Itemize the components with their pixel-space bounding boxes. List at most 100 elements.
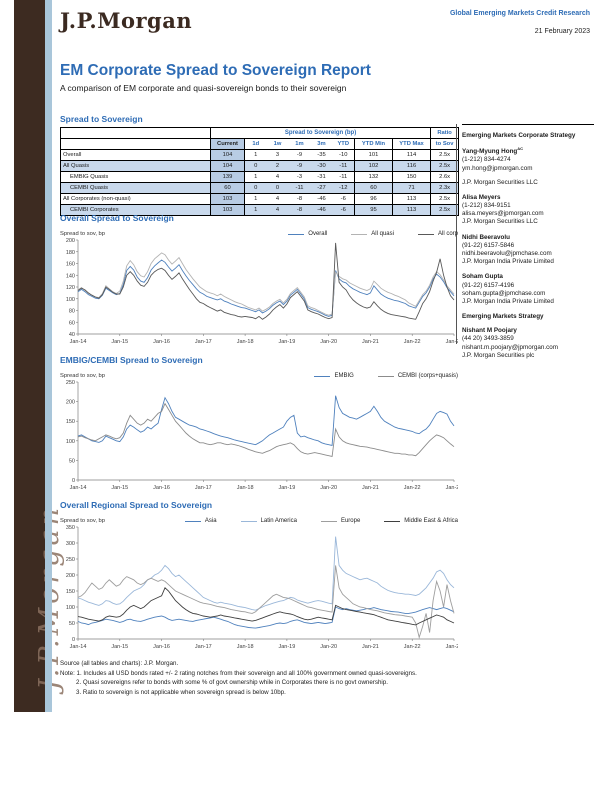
svg-text:Jan-23: Jan-23: [446, 644, 458, 650]
y-axis-label: Spread to sov, bp: [60, 373, 106, 379]
svg-text:Jan-15: Jan-15: [111, 485, 128, 491]
col-header-3m: 3m: [317, 141, 326, 147]
legend-item: Middle East & Africa: [384, 518, 458, 524]
legend-label: CEMBI (corps+quasis): [397, 373, 458, 379]
value-cell: 60: [354, 182, 393, 194]
value-cell: 1: [254, 152, 258, 158]
analyst-email-link[interactable]: alisa.meyers@jpmorgan.com: [462, 210, 544, 218]
brand-stripe: [45, 0, 52, 712]
svg-text:300: 300: [66, 541, 75, 547]
analyst-name: Yang-Myung HongAC: [462, 146, 524, 156]
col-header-1m: 1m: [295, 141, 304, 147]
value-cell: -12: [332, 182, 355, 194]
svg-text:Jan-18: Jan-18: [237, 644, 254, 650]
analyst-email-link[interactable]: ym.hong@jpmorgan.com: [462, 164, 533, 172]
series-line: [77, 565, 455, 640]
analyst-phone: (91-22) 6157-4196: [462, 281, 515, 289]
row-label: CEMBI Quasis: [60, 182, 211, 194]
svg-text:Jan-19: Jan-19: [278, 644, 295, 650]
svg-text:140: 140: [66, 273, 75, 279]
row-label: Overall: [60, 149, 211, 161]
legend-item: Europe: [320, 518, 360, 524]
svg-text:Jan-17: Jan-17: [195, 485, 212, 491]
value-cell: -11: [339, 174, 348, 180]
svg-text:Jan-14: Jan-14: [70, 485, 87, 491]
value-cell: -11: [332, 160, 355, 172]
current-value-cell: 139: [210, 171, 245, 183]
table-row: EMBIG Quasis 139 1 4 -3 -31 -11 132 150 2.6x: [60, 171, 459, 183]
value-cell: 101: [354, 149, 393, 161]
svg-text:150: 150: [66, 589, 75, 595]
chart-legend: Asia Latin America Europe Middle East & Afr…: [184, 518, 458, 524]
svg-text:Jan-14: Jan-14: [70, 339, 87, 345]
series-line: [77, 606, 455, 629]
svg-text:40: 40: [69, 332, 75, 338]
analyst-email-link[interactable]: nishant.m.poojary@jpmorgan.com: [462, 343, 558, 351]
table-row: Overall 104 1 3 -9 -35 -10 101 114 2.5x: [60, 149, 459, 161]
value-cell: 1: [254, 196, 258, 202]
svg-text:50: 50: [69, 458, 75, 464]
col-header-to-sov: to Sov: [430, 138, 459, 150]
value-cell: 0: [244, 182, 267, 194]
current-value-cell: 103: [210, 193, 245, 205]
svg-text:Jan-18: Jan-18: [237, 485, 254, 491]
analyst-contact: Nishant M Poojary (44 20) 3493-3859 nishan…: [462, 327, 594, 360]
ratio-cell: 2.5x: [430, 160, 459, 172]
chart-title: Overall Regional Spread to Sovereign: [60, 500, 213, 510]
table-header-row-1: Spread to Sovereign (bp) Ratio: [60, 127, 459, 139]
analyst-phone: (1-212) 834-9151: [462, 202, 511, 210]
analyst-contact: Soham Gupta (91-22) 6157-4196 soham.gupta@…: [462, 273, 594, 306]
header-right: Global Emerging Markets Credit Research …: [450, 10, 590, 35]
series-line: [77, 259, 455, 317]
sidebar-group-heading: Emerging Markets Strategy: [462, 313, 544, 321]
series-line: [77, 252, 455, 316]
chart-title: EMBIG/CEMBI Spread to Sovereign: [60, 355, 203, 365]
legend-label: All quasi: [371, 231, 394, 237]
series-line: [77, 402, 455, 458]
analyst-email-link[interactable]: nidhi.beeravolu@jpmchase.com: [462, 249, 552, 257]
row-label: All Corporates (non-quasi): [60, 193, 211, 205]
value-cell: 102: [354, 160, 393, 172]
legend-label: Asia: [204, 518, 217, 524]
svg-text:0: 0: [72, 478, 75, 484]
value-cell: -11: [288, 182, 311, 194]
current-value-cell: 104: [210, 149, 245, 161]
col-header-1w: 1w: [273, 141, 282, 147]
analyst-email-link[interactable]: soham.gupta@jpmchase.com: [462, 289, 546, 297]
series-line: [77, 587, 455, 626]
svg-text:120: 120: [66, 285, 75, 291]
value-cell: 2: [266, 160, 289, 172]
value-cell: -35: [317, 152, 326, 158]
svg-text:200: 200: [66, 400, 75, 406]
row-label: EMBIG Quasis: [60, 171, 211, 183]
value-cell: 116: [391, 160, 431, 172]
svg-text:60: 60: [69, 320, 75, 326]
sidebar-group-heading: Emerging Markets Corporate Strategy: [462, 132, 576, 139]
svg-text:Jan-19: Jan-19: [278, 339, 295, 345]
analyst-name: Soham Gupta: [462, 273, 503, 281]
value-cell: -9: [296, 152, 303, 158]
col-header-1d: 1d: [252, 141, 260, 147]
svg-text:160: 160: [66, 262, 75, 268]
svg-text:Jan-14: Jan-14: [70, 644, 87, 650]
legend-swatch: [288, 233, 305, 235]
analyst-firm: J.P. Morgan India Private Limited: [462, 258, 554, 266]
svg-text:Jan-18: Jan-18: [237, 339, 254, 345]
value-cell: 114: [391, 149, 431, 161]
legend-item: All quasi: [351, 231, 394, 237]
table-row: CEMBI Quasis 60 0 0 -11 -27 -12 60 71 2.3x: [60, 182, 459, 194]
analyst-contact: Alisa Meyers (1-212) 834-9151 alisa.meyers…: [462, 194, 594, 227]
legend-label: Overall: [308, 231, 328, 237]
value-cell: -6: [332, 204, 355, 216]
chart-title: Overall Spread to Sovereign: [60, 213, 174, 223]
svg-text:350: 350: [66, 525, 75, 531]
svg-text:Jan-17: Jan-17: [195, 339, 212, 345]
analyst-phone: (44 20) 3493-3859: [462, 335, 514, 343]
svg-text:50: 50: [69, 621, 75, 627]
value-cell: -6: [340, 196, 346, 202]
legend-label: Middle East & Africa: [404, 518, 458, 524]
current-value-cell: 60: [210, 182, 245, 194]
legend-label: Latin America: [260, 518, 297, 524]
value-cell: -8: [296, 196, 303, 202]
value-cell: -30: [310, 160, 333, 172]
